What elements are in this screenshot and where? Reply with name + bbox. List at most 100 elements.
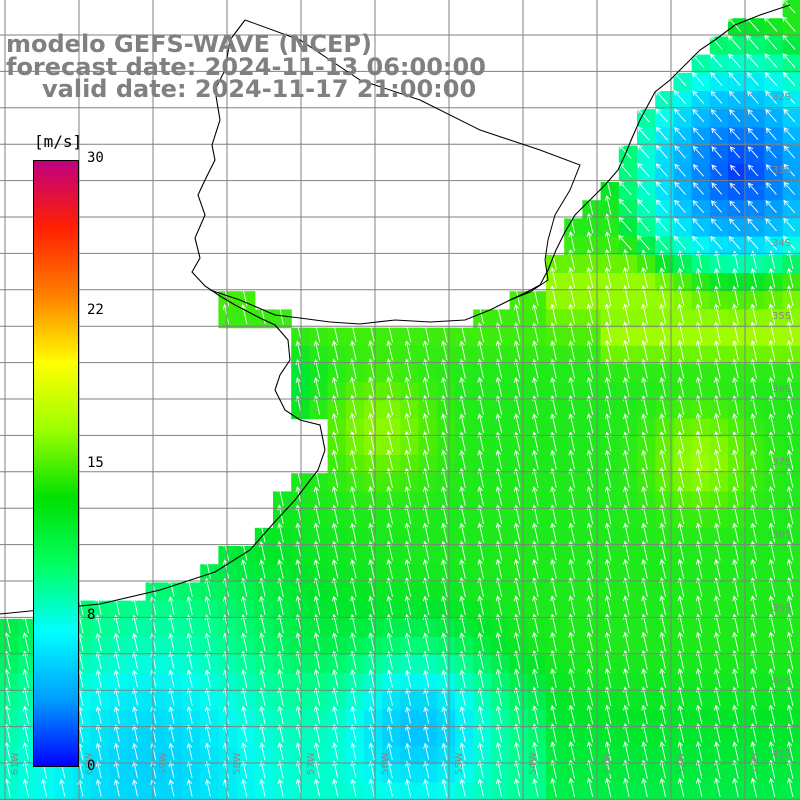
wind-arrow: [765, 217, 777, 232]
wind-arrow: [641, 522, 648, 543]
wind-arrow: [441, 687, 448, 706]
wind-arrow: [677, 448, 685, 470]
wind-arrow: [459, 632, 466, 652]
wind-arrow: [95, 778, 102, 797]
wind-arrow: [695, 777, 703, 797]
wind-arrow: [550, 777, 557, 797]
wind-arrow: [550, 741, 557, 761]
coastline-segment: [244, 19, 581, 301]
wind-arrow: [711, 127, 723, 141]
wind-arrow: [404, 412, 412, 434]
coastline-segment: [0, 19, 326, 615]
wind-arrow: [713, 448, 721, 470]
wind-arrow: [786, 321, 794, 343]
wind-arrow: [641, 631, 648, 652]
wind-arrow: [168, 669, 175, 688]
wind-arrow: [95, 651, 102, 670]
wind-arrow: [714, 704, 721, 725]
wind-arrow: [186, 651, 193, 670]
wind-arrow: [423, 778, 430, 797]
wind-arrow: [709, 34, 723, 50]
coastline: [0, 4, 791, 615]
wind-arrow: [349, 449, 357, 470]
wind-arrow: [332, 668, 339, 688]
wind-arrow: [750, 376, 757, 397]
valid-date: valid date: 2024-11-17 21:00:00: [42, 75, 477, 103]
wind-arrow: [113, 724, 120, 742]
wind-arrow: [714, 777, 721, 797]
wind-arrow: [386, 595, 393, 616]
wind-arrow: [113, 669, 120, 688]
wind-arrow: [768, 558, 776, 579]
wind-cell: [782, 473, 800, 492]
wind-arrow: [586, 231, 594, 252]
wind-arrow: [750, 777, 757, 797]
wind-arrow: [659, 704, 666, 725]
wind-arrow: [495, 705, 503, 724]
wind-arrow: [637, 126, 650, 141]
wind-arrow: [259, 632, 266, 652]
wind-arrow: [22, 742, 29, 761]
wind-arrow: [623, 449, 630, 470]
wind-arrow: [259, 595, 266, 615]
wind-arrow: [349, 376, 357, 397]
wind-arrow: [386, 760, 393, 779]
wind-arrow: [711, 182, 723, 195]
wind-arrow: [550, 595, 557, 616]
wind-arrow: [695, 668, 703, 688]
wind-arrow: [204, 595, 211, 615]
wind-arrow: [477, 486, 484, 506]
wind-arrow: [204, 669, 211, 688]
wind-arrow: [350, 595, 357, 616]
wind-arrow: [259, 760, 266, 779]
wind-arrow: [441, 413, 448, 434]
wind-arrow: [750, 339, 758, 361]
wind-arrow: [783, 199, 796, 214]
wind-arrow: [405, 760, 412, 779]
wind-arrow: [532, 449, 539, 470]
wind-arrow: [732, 631, 739, 652]
wind-arrow: [728, 53, 741, 68]
wind-arrow: [604, 449, 612, 470]
latitude-label: 32S: [772, 92, 791, 103]
wind-arrow: [677, 595, 685, 616]
wind-arrow: [729, 109, 741, 122]
wind-arrow: [532, 303, 539, 325]
wind-arrow: [786, 668, 794, 688]
wind-arrow: [641, 266, 648, 288]
wind-arrow: [768, 777, 776, 797]
wind-arrow: [313, 340, 321, 361]
wind-arrow: [691, 235, 705, 250]
wind-arrow: [568, 631, 575, 652]
wind-arrow: [331, 595, 339, 616]
wind-arrow: [186, 760, 193, 779]
wind-arrow: [604, 631, 612, 652]
wind-arrow: [727, 16, 742, 32]
wind-arrow: [368, 485, 375, 506]
wind-arrow: [514, 705, 521, 725]
wind-arrow: [604, 522, 612, 543]
wind-arrow: [732, 668, 739, 688]
wind-cell: [782, 491, 800, 511]
wind-arrow: [477, 668, 484, 688]
wind-arrow: [386, 485, 393, 506]
wind-cell: [782, 746, 800, 765]
wind-arrow: [423, 669, 430, 688]
wind-arrow: [513, 631, 521, 652]
wind-arrow: [586, 413, 594, 434]
wind-arrow: [729, 164, 741, 177]
wind-arrow: [332, 705, 339, 724]
wind-arrow: [113, 760, 120, 779]
wind-arrow: [695, 339, 703, 361]
wind-arrow: [641, 376, 648, 397]
wind-arrow: [495, 778, 503, 797]
wind-arrow: [695, 522, 703, 543]
wind-arrow: [745, 34, 760, 50]
wind-arrow: [586, 266, 594, 288]
wind-arrow: [495, 486, 503, 506]
wind-arrow: [404, 522, 412, 543]
wind-arrow: [277, 778, 284, 797]
wind-arrow: [673, 235, 687, 250]
wind-arrow: [405, 742, 411, 760]
wind-arrow: [459, 522, 466, 543]
